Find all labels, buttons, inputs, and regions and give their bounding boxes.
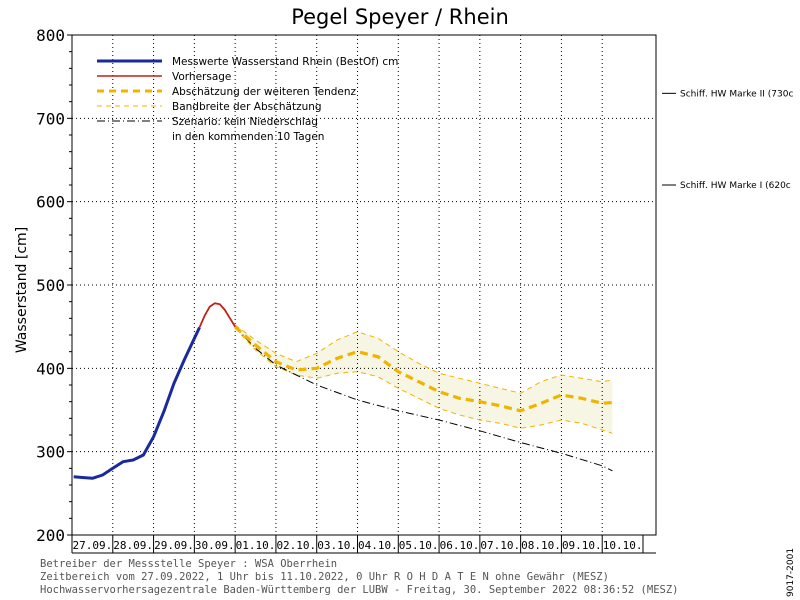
axis-layer: 200 300 400 500 600 700 800 27.09. 28.09. 29.09. 3…: [36, 26, 656, 554]
chart-title: Pegel Speyer / Rhein: [291, 5, 509, 29]
y-tick-label: 700: [36, 109, 65, 128]
legend-measured: Messwerte Wasserstand Rhein (BestOf) cm: [172, 56, 398, 68]
x-tick-label: 10.10.: [603, 539, 643, 552]
forecast-series-line: [198, 302, 236, 328]
x-tick-label: 06.10.: [440, 539, 480, 552]
y-tick-label: 200: [36, 526, 65, 545]
footer-line2: Zeitbereich vom 27.09.2022, 1 Uhr bis 11…: [40, 571, 609, 583]
y-tick-label: 300: [36, 443, 65, 462]
x-tick-label: 02.10.: [276, 539, 316, 552]
grid-layer: [72, 35, 656, 535]
series-layer: [73, 302, 613, 480]
y-tick-label: 600: [36, 193, 65, 212]
chart-code: 9017-2001: [786, 548, 796, 597]
x-tick-label: 29.09.: [154, 539, 194, 552]
y-tick-label: 800: [36, 26, 65, 45]
x-tick-label: 28.09.: [113, 539, 153, 552]
x-tick-label: 27.09.: [73, 539, 113, 552]
legend-band: Bandbreite der Abschätzung: [172, 101, 322, 113]
measured-series-line: [73, 326, 201, 480]
band-fill: [235, 325, 613, 434]
y-tick-label: 500: [36, 276, 65, 295]
reference-lines: Schiff. HW Marke II (730c Schiff. HW Mark…: [662, 89, 793, 191]
y-axis-label: Wasserstand [cm]: [14, 227, 30, 353]
footer-line1: Betreiber der Messstelle Speyer : WSA Ob…: [40, 558, 337, 570]
reference-label: Schiff. HW Marke II (730c: [680, 89, 793, 99]
x-tick-label: 05.10.: [399, 539, 439, 552]
legend-forecast: Vorhersage: [172, 71, 231, 83]
band-lower-line: [234, 327, 613, 434]
legend-scenario-line2: in den kommenden 10 Tagen: [172, 131, 324, 143]
x-tick-label: 08.10.: [521, 539, 561, 552]
x-tick-label: 04.10.: [358, 539, 398, 552]
x-tick-label: 01.10.: [236, 539, 276, 552]
legend-scenario-line1: Szenario: kein Niederschlag: [172, 116, 318, 128]
x-tick-label: 30.09.: [195, 539, 235, 552]
x-tick-label: 07.10.: [480, 539, 520, 552]
legend-tendency: Abschätzung der weiteren Tendenz: [172, 86, 357, 98]
legend: Messwerte Wasserstand Rhein (BestOf) cm …: [97, 56, 398, 143]
footer-line3: Hochwasservorhersagezentrale Baden-Württ…: [40, 584, 678, 596]
band-layer: [235, 325, 613, 434]
band-upper-line: [234, 324, 613, 394]
y-tick-label: 400: [36, 359, 65, 378]
reference-label: Schiff. HW Marke I (620c: [680, 181, 791, 191]
x-tick-label: 03.10.: [317, 539, 357, 552]
scenario-series-line: [234, 326, 613, 472]
tendency-series-line: [234, 325, 613, 413]
x-tick-label: 09.10.: [562, 539, 602, 552]
